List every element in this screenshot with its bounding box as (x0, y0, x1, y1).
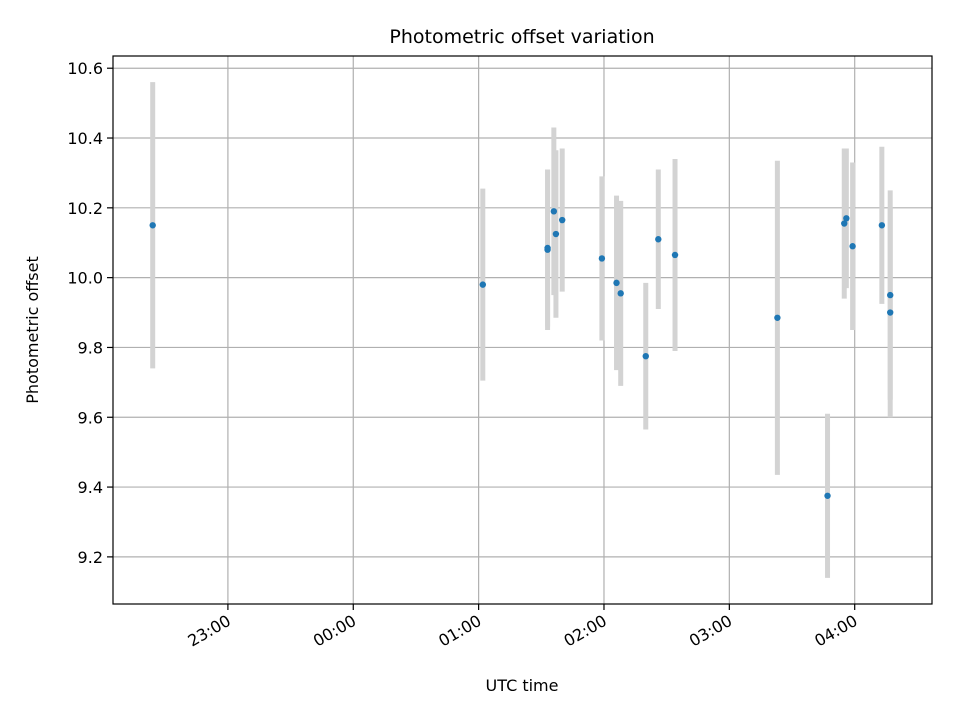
data-point (774, 314, 781, 321)
data-point (613, 279, 620, 287)
data-point (671, 251, 679, 259)
data-point (544, 244, 551, 252)
data-point (598, 255, 606, 262)
y-tick-label: 9.6 (78, 408, 103, 427)
data-point (558, 216, 566, 224)
y-axis-label: Photometric offset (23, 256, 42, 404)
y-tick-label: 9.8 (78, 338, 103, 357)
data-point (887, 291, 894, 299)
x-axis-label: UTC time (486, 676, 559, 695)
x-tick-label: 04:00 (811, 611, 860, 651)
data-point (479, 281, 487, 288)
data-point (552, 230, 560, 238)
y-tick-label: 9.4 (78, 478, 103, 497)
data-point (878, 222, 886, 229)
data-points (149, 208, 894, 499)
grid (113, 56, 932, 604)
x-tick-label: 01:00 (435, 611, 484, 651)
data-point (824, 492, 831, 499)
y-tick-label: 10.0 (67, 269, 103, 288)
data-point (849, 243, 856, 250)
data-point (149, 222, 156, 229)
x-tick-label: 23:00 (184, 611, 233, 651)
data-point (617, 290, 624, 297)
data-point (887, 309, 894, 316)
y-tick-label: 10.4 (67, 129, 103, 148)
data-point (642, 352, 649, 360)
y-tick-label: 10.6 (67, 59, 103, 78)
y-axis-ticks: 9.2 9.4 9.6 9.8 10.0 10.2 10.4 10.6 (67, 59, 113, 567)
data-point (841, 220, 848, 227)
y-tick-label: 10.2 (67, 199, 103, 218)
plot-frame (112, 55, 933, 605)
x-tick-label: 02:00 (561, 611, 610, 651)
x-tick-label: 03:00 (686, 611, 735, 651)
x-tick-label: 00:00 (310, 611, 359, 651)
y-tick-label: 9.2 (78, 548, 103, 567)
x-axis-ticks: 23:00 00:00 01:00 02:00 03:00 04:00 (184, 604, 861, 651)
chart-title: Photometric offset variation (389, 26, 654, 48)
error-bars (150, 82, 893, 578)
data-point (843, 215, 850, 222)
data-point (550, 208, 558, 215)
data-point (655, 236, 662, 243)
